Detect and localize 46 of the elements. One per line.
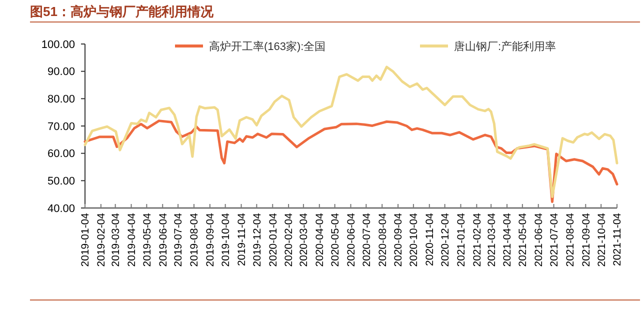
- legend-label: 高炉开工率(163家):全国: [209, 40, 326, 53]
- chart-title: 图51：高炉与钢厂产能利用情况: [30, 4, 214, 19]
- y-tick-label: 100.00: [41, 38, 75, 51]
- y-tick-label: 40.00: [47, 202, 75, 215]
- x-tick-label: 2021-05-04: [517, 212, 530, 267]
- x-tick-label: 2021-08-04: [564, 212, 576, 267]
- x-tick-label: 2020-09-04: [392, 212, 405, 267]
- x-tick-label: 2019-08-04: [188, 212, 201, 267]
- x-tick-label: 2020-05-04: [329, 212, 342, 267]
- x-tick-label: 2021-10-04: [596, 212, 608, 267]
- x-tick-label: 2019-12-04: [251, 212, 264, 267]
- line-series: [84, 66, 618, 198]
- x-tick-label: 2020-06-04: [345, 212, 358, 267]
- x-tick-label: 2020-10-04: [408, 212, 420, 267]
- x-tick-label: 2020-12-04: [439, 212, 452, 267]
- x-tick-label: 2019-07-04: [172, 212, 185, 267]
- x-tick-label: 2021-11-04: [612, 212, 624, 266]
- x-tick-label: 2019-09-04: [204, 212, 217, 267]
- x-tick-label: 2019-04-04: [126, 212, 138, 267]
- x-tick-label: 2019-05-04: [141, 212, 154, 267]
- y-tick-label: 80.00: [47, 94, 75, 106]
- x-tick-label: 2019-02-04: [96, 212, 108, 267]
- x-tick-label: 2019-06-04: [157, 212, 170, 267]
- x-tick-label: 2019-11-04: [236, 212, 248, 266]
- y-tick-label: 50.00: [47, 176, 75, 188]
- y-tick-label: 70.00: [47, 120, 75, 133]
- x-tick-label: 2019-01-04: [80, 212, 92, 267]
- x-tick-label: 2019-10-04: [220, 212, 232, 267]
- x-tick-label: 2020-04-04: [314, 212, 326, 267]
- x-tick-label: 2020-01-04: [267, 212, 280, 267]
- y-tick-label: 90.00: [47, 66, 75, 78]
- x-tick-label: 2021-01-04: [455, 212, 468, 267]
- x-tick-label: 2021-04-04: [502, 212, 514, 267]
- y-tick-label: 60.00: [47, 148, 75, 160]
- legend-label: 唐山钢厂:产能利用率: [454, 40, 556, 53]
- x-tick-label: 2019-03-04: [110, 212, 122, 267]
- x-tick-label: 2021-09-04: [580, 212, 592, 267]
- x-tick-label: 2021-06-04: [533, 212, 546, 267]
- x-tick-label: 2021-02-04: [471, 212, 484, 267]
- x-tick-label: 2020-07-04: [360, 212, 373, 267]
- x-tick-label: 2020-03-04: [298, 212, 310, 267]
- x-tick-label: 2020-02-04: [283, 212, 296, 267]
- x-tick-label: 2020-11-04: [424, 212, 436, 266]
- x-tick-label: 2021-07-04: [548, 212, 560, 267]
- x-tick-label: 2021-03-04: [486, 212, 498, 267]
- x-tick-label: 2020-08-04: [376, 212, 389, 267]
